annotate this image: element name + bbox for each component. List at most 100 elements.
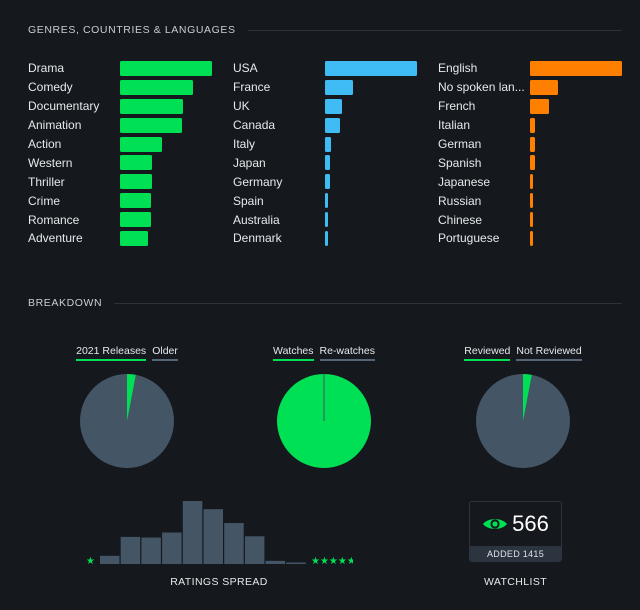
bar-row-germany[interactable]: Germany [233, 172, 433, 191]
bar-row-italian[interactable]: Italian [438, 116, 638, 135]
rating-bar-1[interactable] [120, 536, 141, 564]
bar-track [325, 174, 433, 190]
bar-german[interactable] [530, 136, 535, 152]
bar-row-denmark[interactable]: Denmark [233, 229, 433, 248]
bar-row-romance[interactable]: Romance [28, 210, 228, 229]
bar-japan[interactable] [325, 155, 330, 171]
reviews-pie [476, 374, 570, 468]
bar-row-france[interactable]: France [233, 78, 433, 97]
bar-label: Russian [438, 193, 482, 208]
bar-french[interactable] [530, 98, 550, 114]
legend-2021-releases[interactable]: 2021 Releases [76, 345, 147, 361]
bar-russian[interactable] [530, 193, 533, 209]
watchlist-card[interactable]: 566 ADDED 1415 [469, 501, 562, 562]
bar-documentary[interactable] [120, 98, 183, 114]
bar-row-french[interactable]: French [438, 97, 638, 116]
bar-row-western[interactable]: Western [28, 153, 228, 172]
bar-row-action[interactable]: Action [28, 135, 228, 154]
bar-row-australia[interactable]: Australia [233, 210, 433, 229]
bar-italian[interactable] [530, 117, 535, 133]
bar-row-japanese[interactable]: Japanese [438, 172, 638, 191]
bar-row-japan[interactable]: Japan [233, 153, 433, 172]
bar-comedy[interactable] [120, 79, 193, 95]
bar-row-italy[interactable]: Italy [233, 135, 433, 154]
rating-bar-1-5[interactable] [141, 537, 161, 564]
rating-bar-3-5[interactable] [224, 523, 244, 564]
bar-spain[interactable] [325, 193, 328, 209]
section-divider [114, 302, 622, 304]
bar-crime[interactable] [120, 193, 152, 209]
bar-australia[interactable] [325, 212, 328, 228]
bar-label: Action [28, 137, 62, 151]
rating-bar-2[interactable] [162, 532, 182, 565]
legend-older[interactable]: Older [152, 345, 178, 361]
bar-row-spain[interactable]: Spain [233, 191, 433, 210]
bar-label: USA [233, 61, 258, 76]
bar-track [530, 98, 638, 114]
bar-label: Italian [438, 118, 471, 133]
bar-row-thriller[interactable]: Thriller [28, 172, 228, 191]
bar-row-comedy[interactable]: Comedy [28, 78, 228, 97]
bar-thriller[interactable] [120, 174, 153, 190]
bar-row-drama[interactable]: Drama [28, 59, 228, 78]
rating-bar-4-5[interactable] [265, 560, 286, 564]
rating-bar-4[interactable] [244, 536, 265, 564]
bar-canada[interactable] [325, 117, 340, 133]
bar-track [120, 193, 228, 209]
legend-re-watches[interactable]: Re-watches [319, 345, 375, 361]
bar-label: Animation [28, 118, 82, 133]
legend-watches[interactable]: Watches [273, 345, 314, 361]
bar-no-spoken-lan[interactable] [530, 79, 558, 95]
bar-track [120, 174, 228, 190]
bar-adventure[interactable] [120, 230, 148, 246]
bar-row-spanish[interactable]: Spanish [438, 153, 638, 172]
bar-portuguese[interactable] [530, 230, 533, 246]
bar-row-english[interactable]: English [438, 59, 638, 78]
rating-bar-3[interactable] [203, 509, 224, 564]
rating-bar-2-5[interactable] [182, 501, 203, 564]
bar-drama[interactable] [120, 60, 212, 76]
bar-track [325, 79, 433, 95]
bar-english[interactable] [530, 60, 622, 76]
bar-row-animation[interactable]: Animation [28, 116, 228, 135]
bar-row-russian[interactable]: Russian [438, 191, 638, 210]
pie-legend: Reviewed Not Reviewed [464, 345, 582, 361]
bar-action[interactable] [120, 136, 163, 152]
bar-row-crime[interactable]: Crime [28, 191, 228, 210]
bar-animation[interactable] [120, 117, 182, 133]
legend-not-reviewed[interactable]: Not Reviewed [516, 345, 582, 361]
bar-row-chinese[interactable]: Chinese [438, 210, 638, 229]
bar-germany[interactable] [325, 174, 330, 190]
bar-track [325, 60, 433, 76]
bar-uk[interactable] [325, 98, 343, 114]
bar-track [530, 212, 638, 228]
bar-row-german[interactable]: German [438, 135, 638, 154]
bar-row-canada[interactable]: Canada [233, 116, 433, 135]
bar-label: Romance [28, 212, 80, 227]
bar-row-portuguese[interactable]: Portuguese [438, 229, 638, 248]
rating-bar-0-5[interactable] [100, 555, 120, 564]
bar-romance[interactable] [120, 212, 152, 228]
ratings-spread-chart: ★ ★★★★★ [86, 501, 353, 567]
bar-label: Japanese [438, 174, 491, 189]
bar-row-usa[interactable]: USA [233, 59, 433, 78]
rating-bar-5[interactable] [286, 562, 306, 565]
bar-spanish[interactable] [530, 155, 535, 171]
legend-reviewed[interactable]: Reviewed [464, 345, 511, 361]
bar-denmark[interactable] [325, 230, 328, 246]
bar-usa[interactable] [325, 60, 417, 76]
bar-row-no-spoken-lan[interactable]: No spoken lan... [438, 78, 638, 97]
bar-chinese[interactable] [530, 212, 533, 228]
bar-france[interactable] [325, 79, 353, 95]
bar-italy[interactable] [325, 136, 331, 152]
bar-label: No spoken lan... [438, 80, 525, 95]
bar-japanese[interactable] [530, 174, 533, 190]
bar-track [530, 230, 638, 246]
reviews-pie-chart: Reviewed Not Reviewed [464, 345, 582, 469]
bar-row-uk[interactable]: UK [233, 97, 433, 116]
bar-label: Spanish [438, 155, 482, 170]
bar-row-adventure[interactable]: Adventure [28, 229, 228, 248]
bar-western[interactable] [120, 155, 153, 171]
bar-row-documentary[interactable]: Documentary [28, 97, 228, 116]
bar-label: Documentary [28, 99, 100, 114]
